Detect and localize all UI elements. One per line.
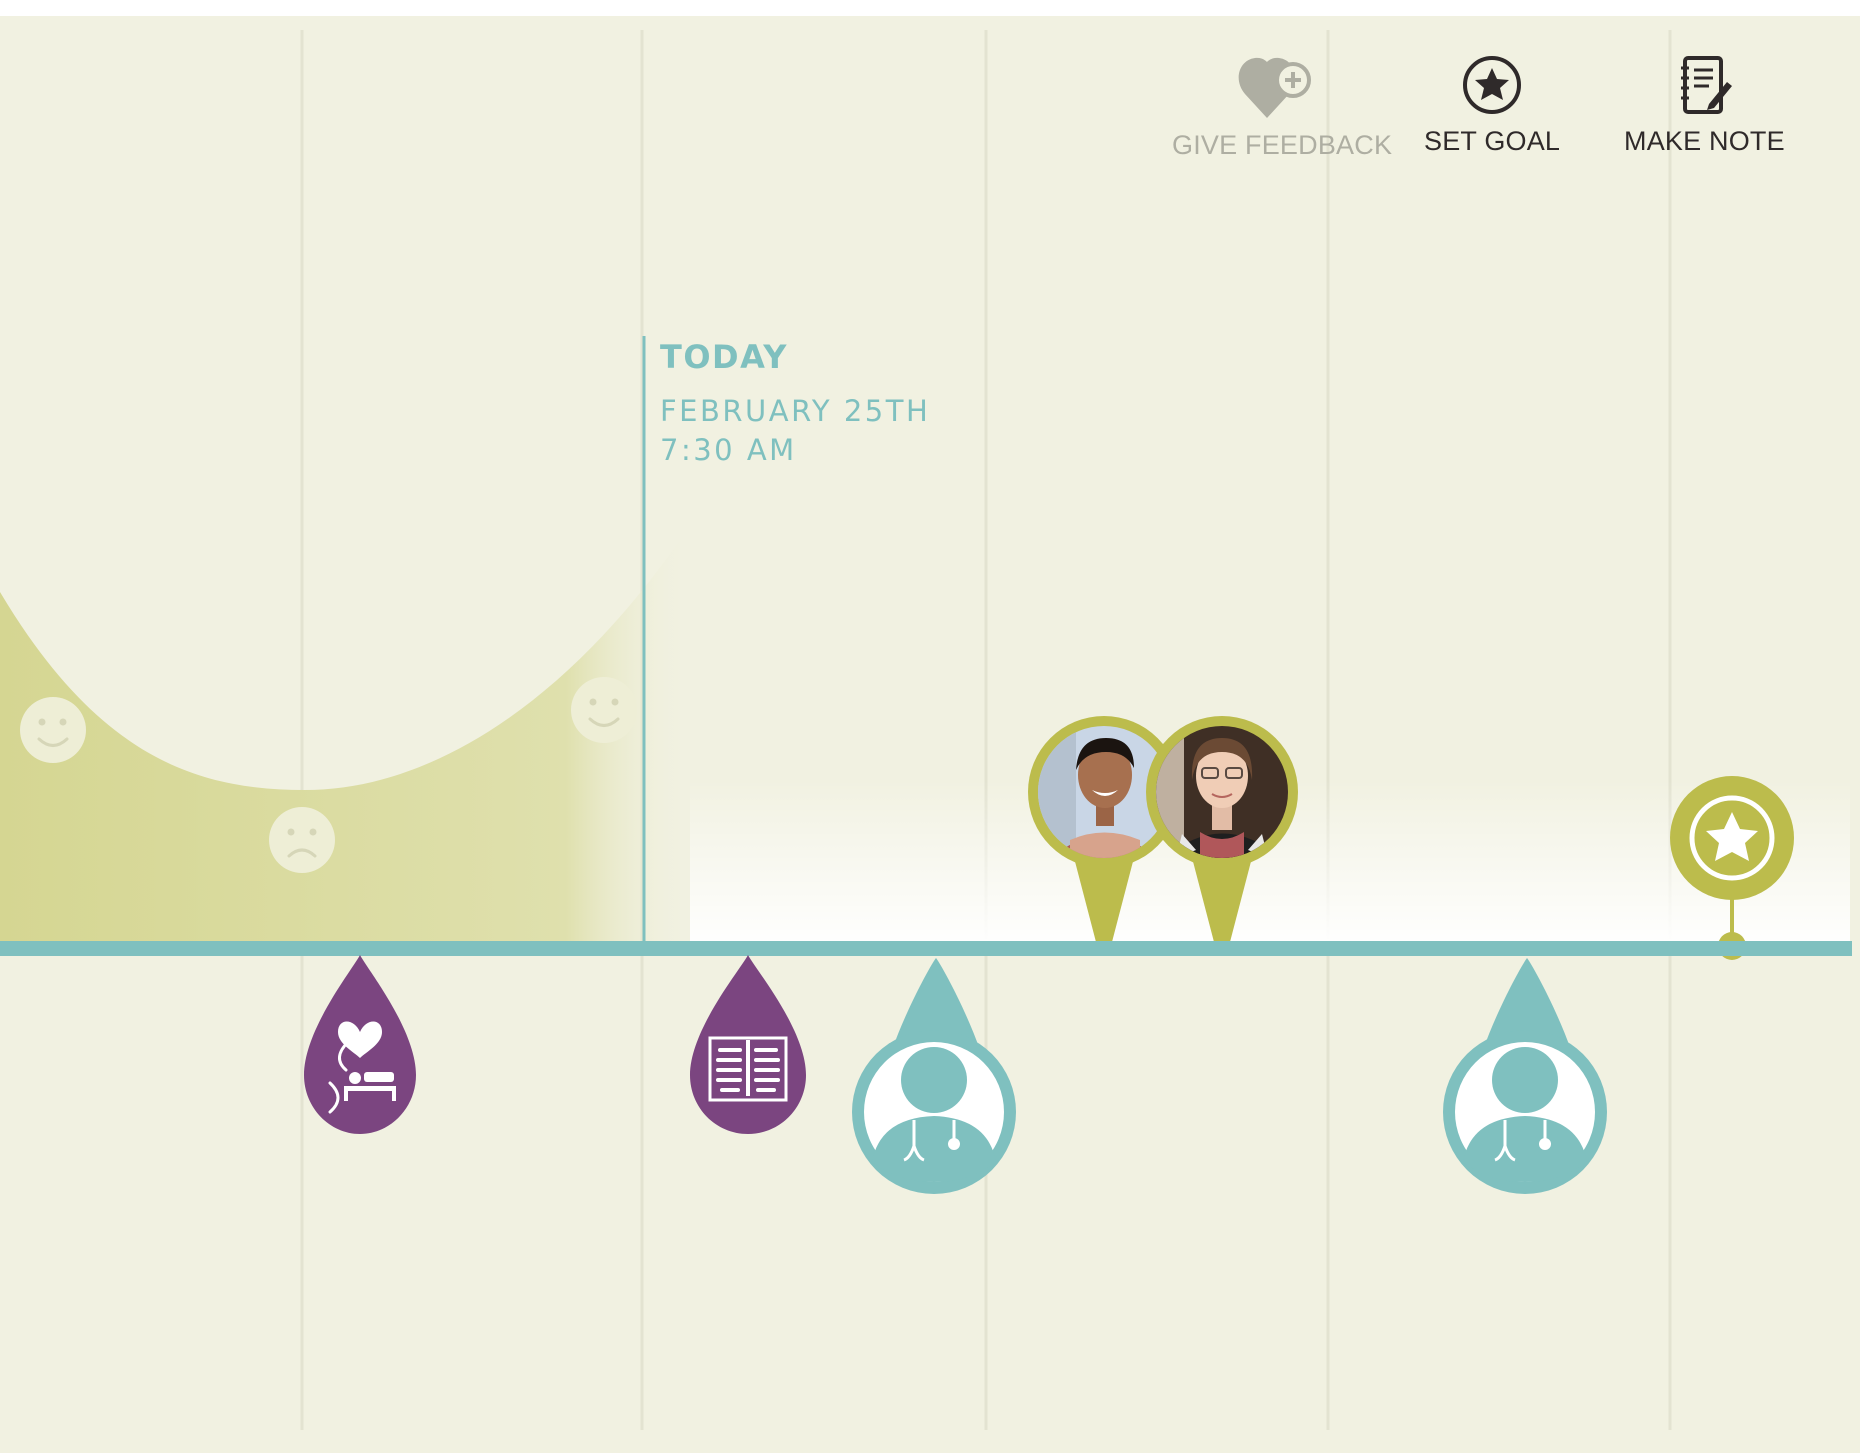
goal-pin[interactable] (1670, 776, 1794, 960)
hospital-bed-heart-icon (328, 1021, 396, 1114)
mood-area (0, 525, 690, 948)
now-date: FEBRUARY 25TH (660, 394, 931, 428)
appointment-pin[interactable] (852, 958, 1016, 1194)
give-feedback-button[interactable]: GIVE FEEDBACK (1172, 54, 1392, 161)
star-circle-icon (1463, 56, 1522, 114)
give-feedback-label: GIVE FEEDBACK (1172, 130, 1393, 160)
now-time: 7:30 AM (660, 433, 797, 467)
timeline-canvas: GIVE FEEDBACK SET GOAL MAKE NOTE TODAY F… (0, 16, 1860, 1453)
heart-plus-icon (1238, 57, 1312, 118)
doctor-stethoscope-icon (1463, 1047, 1587, 1182)
procedure-pin[interactable] (690, 955, 806, 1134)
xray-ribcage-icon (708, 1036, 788, 1102)
smiley-face-icon (20, 697, 86, 763)
appointment-pin[interactable] (1443, 958, 1607, 1194)
time-grid (300, 30, 1672, 1430)
timeline-axis (0, 941, 1852, 956)
care-team-pin[interactable] (1146, 716, 1298, 946)
set-goal-label: SET GOAL (1424, 126, 1561, 156)
care-team-pin[interactable] (1028, 716, 1180, 946)
timeline-scene (0, 30, 1852, 1430)
procedure-pin[interactable] (304, 955, 416, 1134)
doctor-stethoscope-icon (872, 1047, 996, 1182)
now-label: TODAY (660, 338, 788, 376)
smiley-face-icon (571, 677, 637, 743)
set-goal-button[interactable]: SET GOAL (1424, 54, 1560, 157)
make-note-label: MAKE NOTE (1624, 126, 1785, 156)
frown-face-icon (269, 807, 335, 873)
make-note-button[interactable]: MAKE NOTE (1624, 54, 1785, 157)
star-icon (1706, 812, 1758, 861)
notebook-pencil-icon (1681, 56, 1733, 114)
